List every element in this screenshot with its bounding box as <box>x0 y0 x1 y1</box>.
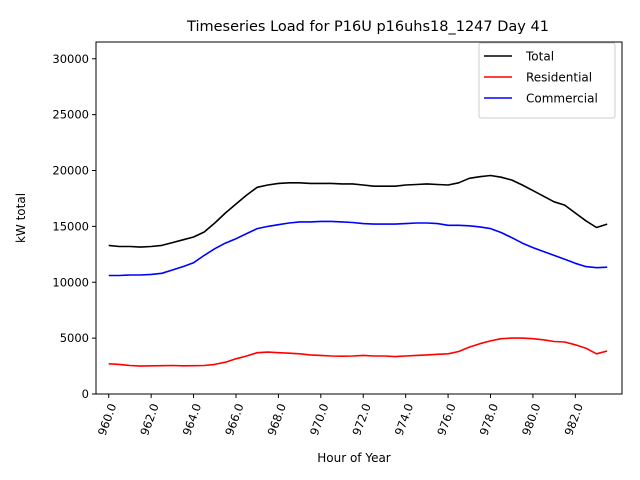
series-line-commercial <box>108 220 608 277</box>
plot-frame <box>95 41 623 395</box>
chart-title: Timeseries Load for P16U p16uhs18_1247 D… <box>186 19 549 35</box>
series-line-residential <box>108 337 608 367</box>
y-tick-label: 0 <box>82 387 89 401</box>
y-tick-label: 10000 <box>52 275 89 289</box>
y-tick-label: 30000 <box>52 52 89 66</box>
y-axis-label: kW total <box>14 193 28 243</box>
y-tick-label: 5000 <box>60 331 89 345</box>
y-tick-label: 25000 <box>52 108 89 122</box>
y-tick-label: 20000 <box>52 164 89 178</box>
y-axis: 0 5000 10000 15000 20000 25000 30000 <box>52 52 96 401</box>
series-layer <box>108 174 608 367</box>
legend-label-commercial: Commercial <box>526 92 598 106</box>
legend-label-residential: Residential <box>526 71 592 85</box>
legend-label-total: Total <box>525 50 554 64</box>
y-tick-label: 15000 <box>52 219 89 233</box>
legend-box <box>478 42 616 119</box>
series-line-total <box>108 174 608 248</box>
x-axis-label: Hour of Year <box>317 451 391 465</box>
legend: Total Residential Commercial <box>478 42 616 119</box>
